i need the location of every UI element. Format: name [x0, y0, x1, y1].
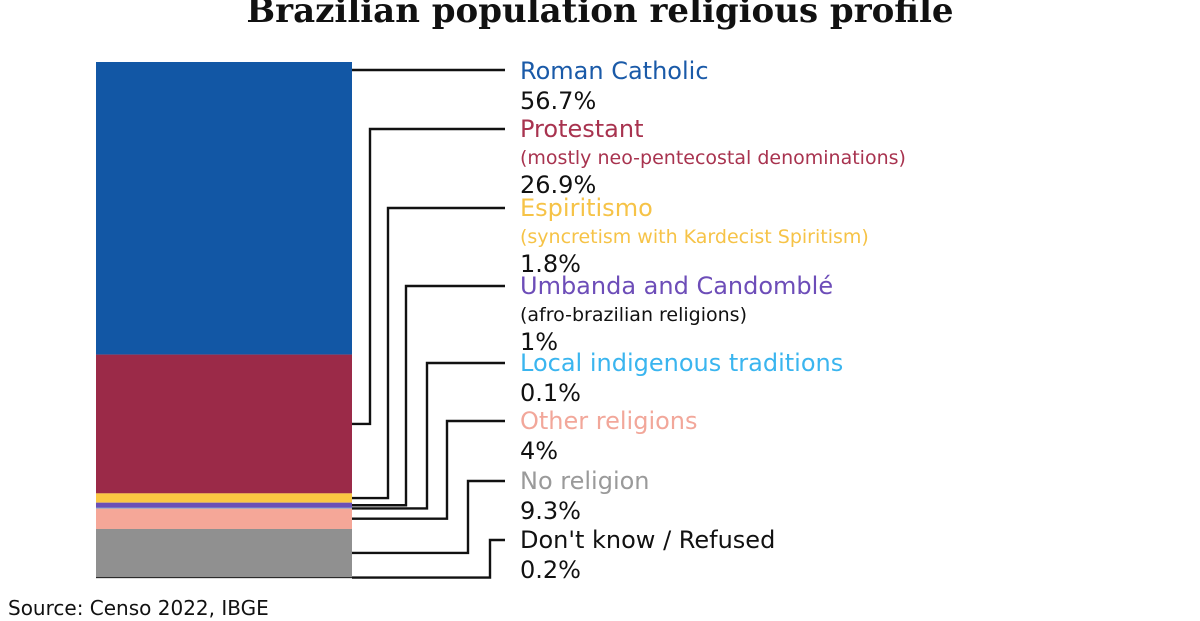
- category-name-protestant: Protestant: [520, 115, 644, 143]
- category-name-roman-catholic: Roman Catholic: [520, 57, 709, 85]
- source-note: Source: Censo 2022, IBGE: [8, 596, 269, 620]
- leader-line-no-religion: [352, 479, 505, 555]
- category-value-no-religion: 9.3%: [520, 497, 581, 525]
- bar-segment-espiritismo: [96, 493, 352, 503]
- leader-line-protestant: [352, 127, 505, 426]
- leader-line-espiritismo: [352, 206, 505, 500]
- bar-segment-other-religions: [96, 508, 352, 529]
- leader-line-local-indigenous-traditions: [352, 361, 505, 510]
- stacked-bar: [96, 62, 352, 579]
- category-subtitle-umbanda-and-candombl: (afro-brazilian religions): [520, 304, 747, 326]
- category-value-espiritismo: 1.8%: [520, 250, 581, 278]
- bar-segment-don-t-know-refused: [96, 576, 352, 579]
- leader-line-other-religions: [352, 419, 505, 520]
- leader-line-don-t-know-refused: [352, 538, 505, 579]
- category-value-don-t-know-refused: 0.2%: [520, 556, 581, 584]
- category-subtitle-espiritismo: (syncretism with Kardecist Spiritism): [520, 226, 869, 248]
- category-value-local-indigenous-traditions: 0.1%: [520, 379, 581, 407]
- bar-segment-umbanda-and-candombl: [96, 502, 352, 508]
- category-name-no-religion: No religion: [520, 467, 650, 495]
- category-name-other-religions: Other religions: [520, 407, 698, 435]
- category-value-protestant: 26.9%: [520, 171, 596, 199]
- category-value-roman-catholic: 56.7%: [520, 87, 596, 115]
- category-name-don-t-know-refused: Don't know / Refused: [520, 526, 775, 554]
- category-subtitle-protestant: (mostly neo-pentecostal denominations): [520, 147, 906, 169]
- category-name-umbanda-and-candombl: Umbanda and Candomblé: [520, 272, 833, 300]
- bar-segment-roman-catholic: [96, 62, 352, 355]
- category-name-espiritismo: Espiritismo: [520, 194, 653, 222]
- leader-line-umbanda-and-candombl: [352, 284, 505, 507]
- bar-segment-protestant: [96, 354, 352, 494]
- category-value-umbanda-and-candombl: 1%: [520, 328, 558, 356]
- bar-segment-no-religion: [96, 528, 352, 577]
- leader-lines: [352, 68, 505, 579]
- category-value-other-religions: 4%: [520, 437, 558, 465]
- category-name-local-indigenous-traditions: Local indigenous traditions: [520, 349, 843, 377]
- chart-title: Brazilian population religious profile: [246, 0, 953, 31]
